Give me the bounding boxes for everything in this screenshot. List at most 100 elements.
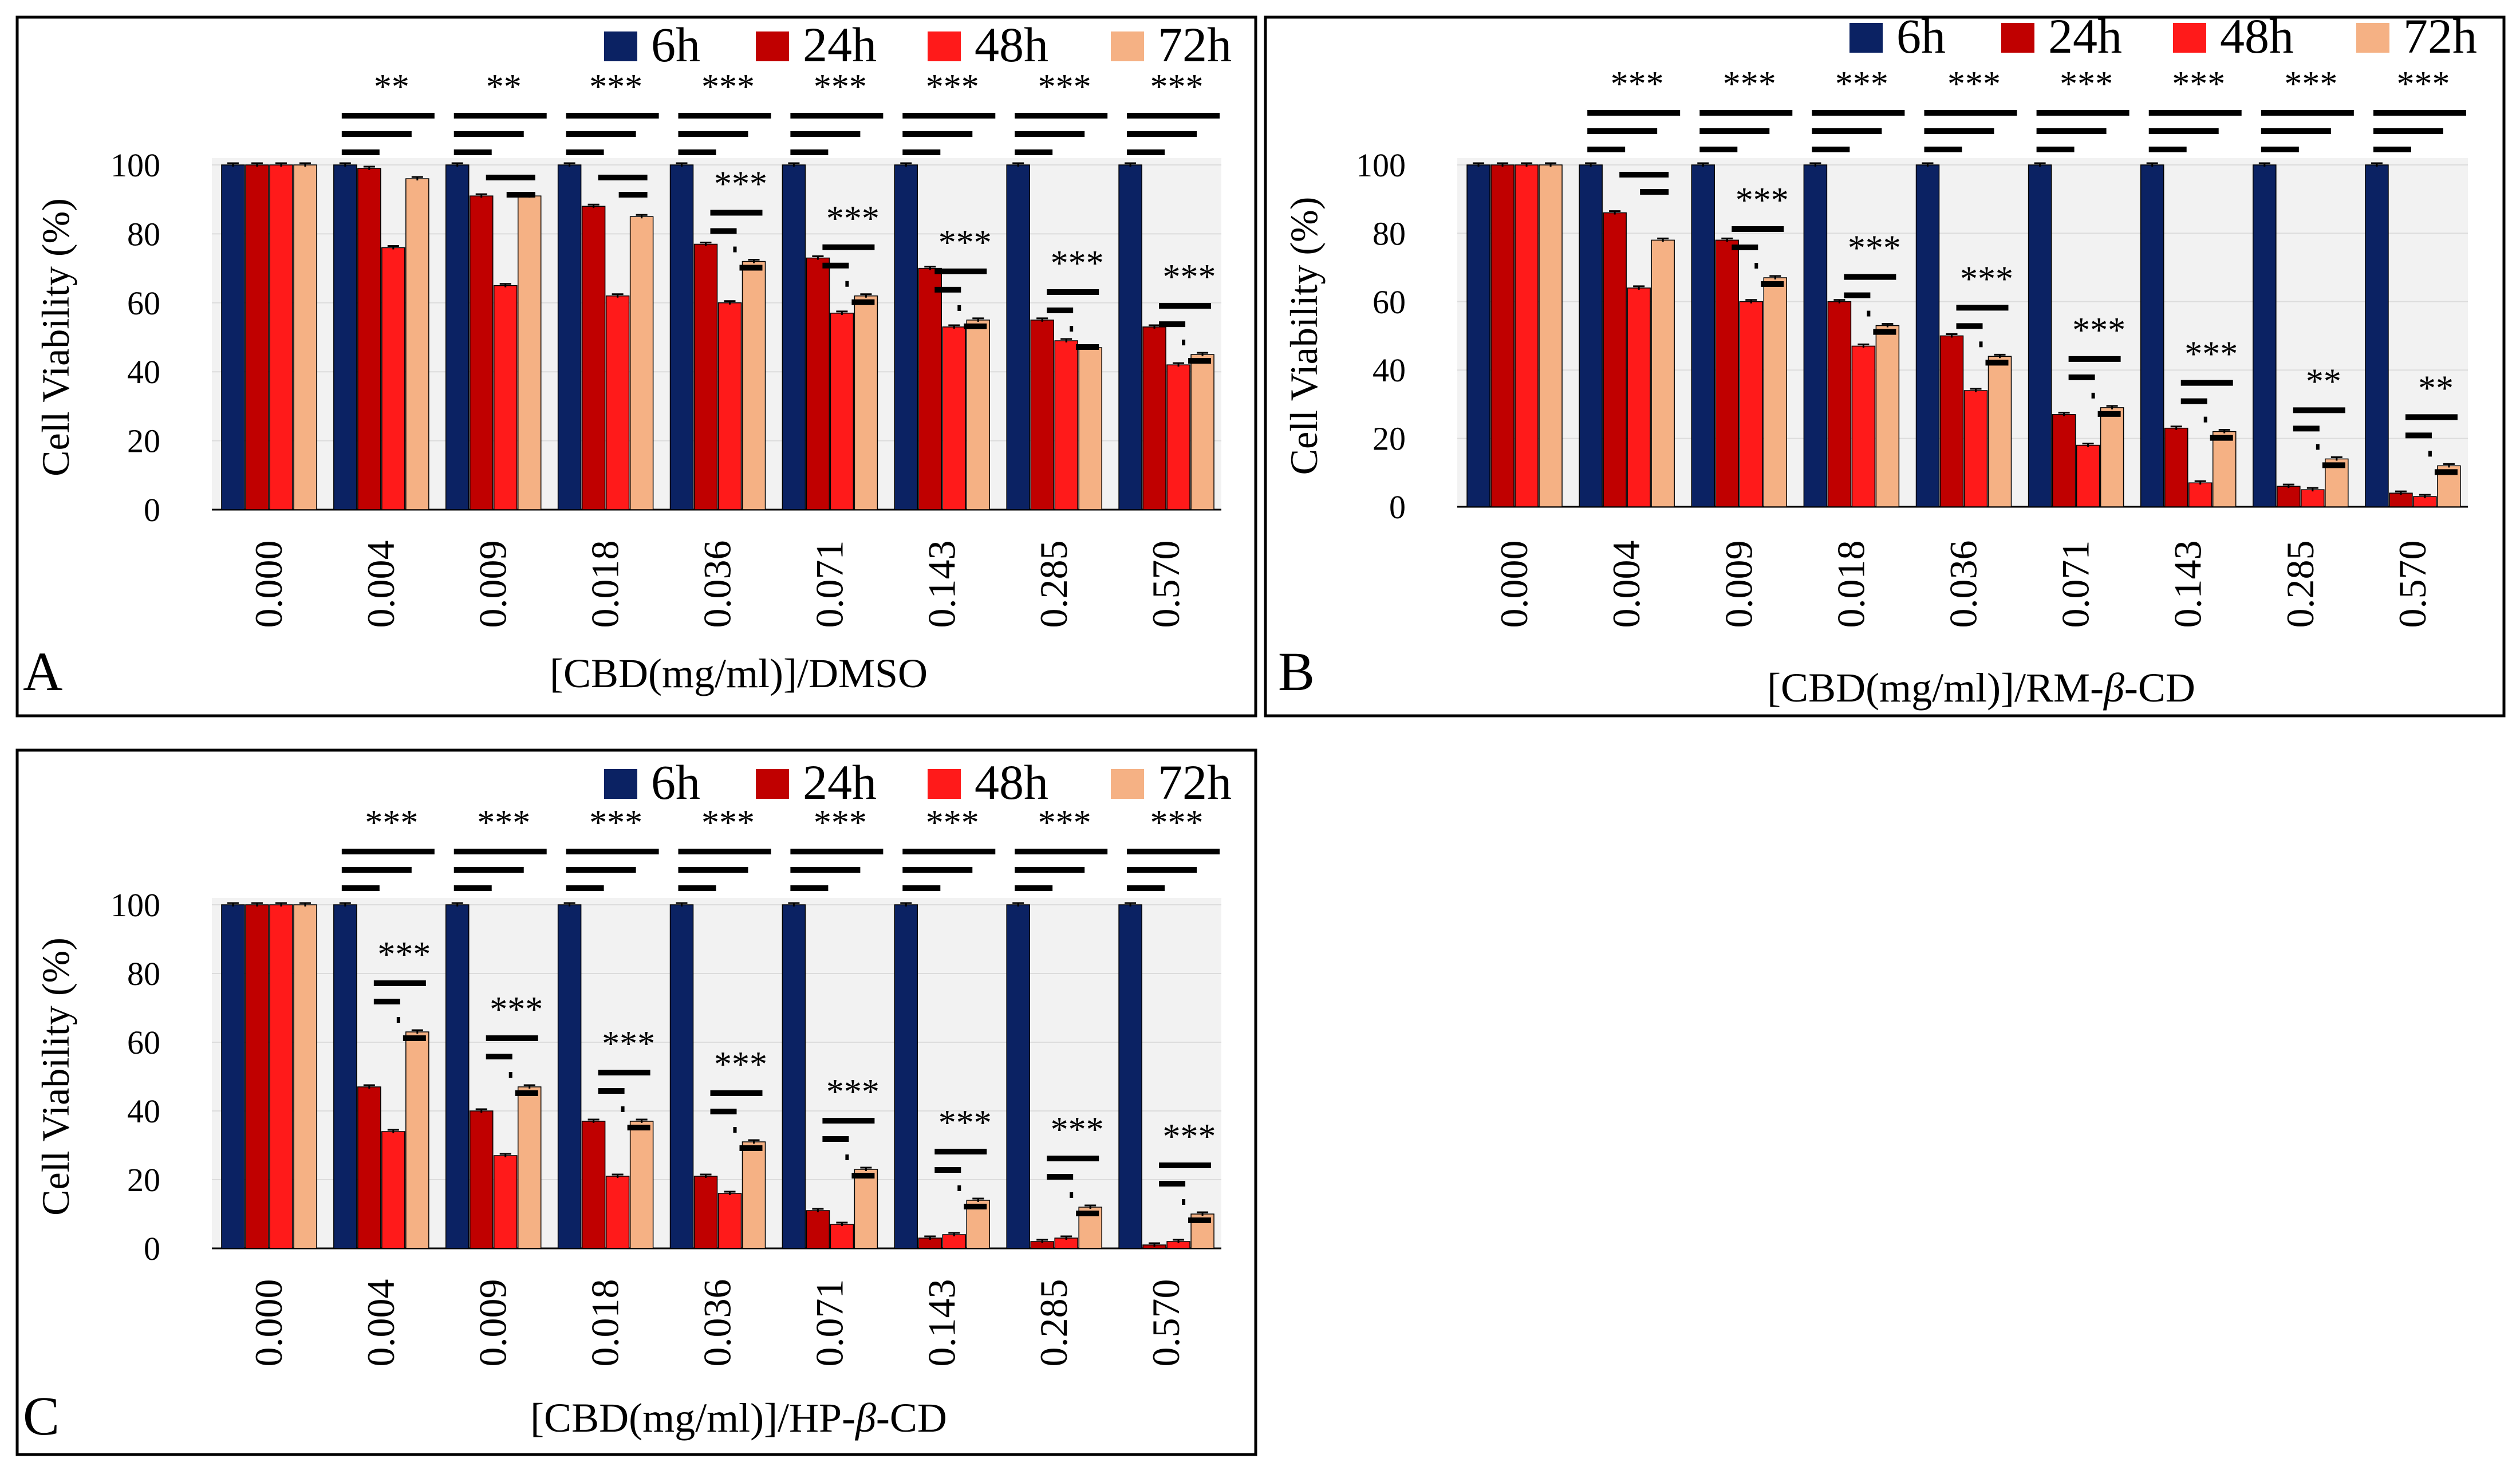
bar-24h-0.036 [693, 1176, 718, 1249]
bar-group-0.570: *** *** [1118, 68, 1220, 510]
bar-72h-0.004 [1651, 239, 1675, 507]
bar-24h-0.004 [357, 1086, 381, 1249]
significance-label: *** [814, 803, 867, 842]
bar-24h-0.009 [1715, 239, 1740, 507]
legend-label-24h: 24h [803, 17, 877, 72]
bar-group-0.036: *** *** [669, 68, 771, 510]
bar-6h-0.036 [669, 164, 694, 510]
bar-72h-0.000 [1539, 164, 1563, 507]
bar-6h-0.285 [1006, 164, 1030, 510]
legend-swatch-24h [2001, 23, 2034, 53]
bar-72h-0.018 [629, 1121, 654, 1249]
significance-label: *** [1960, 259, 2013, 298]
x-tick-label: 0.285 [1032, 1279, 1075, 1367]
panel-a: 0 20 40 60 80 100 Cell Viability (%) 0.000 ** 0.0… [15, 15, 1257, 718]
significance-label: *** [701, 68, 755, 107]
bar-6h-0.009 [445, 904, 470, 1249]
x-tick-label: 0.009 [1717, 541, 1760, 628]
x-axis-label: [CBD(mg/ml)]/RM-β-CD [1767, 665, 2195, 711]
x-axis-label: [CBD(mg/ml)]/DMSO [550, 651, 928, 696]
bar-72h-0.000 [293, 164, 317, 510]
legend-swatch-48h [928, 769, 961, 799]
bar-group-0.018: *** *** [1803, 65, 1905, 507]
bar-72h-0.018 [1875, 325, 1900, 507]
legend: 6h 24h 48h 72h [604, 17, 1232, 72]
bar-48h-0.000 [269, 904, 293, 1249]
bar-72h-0.143 [2212, 431, 2237, 507]
bar-6h-0.009 [1691, 164, 1716, 507]
x-axis-label-part: -CD [2124, 665, 2195, 711]
bar-24h-0.143 [918, 267, 942, 510]
y-tick-label: 100 [111, 147, 160, 184]
bar-group-0.009: *** *** [1691, 65, 1793, 507]
bar-48h-0.036 [717, 1193, 742, 1249]
x-tick-label: 0.004 [359, 541, 403, 628]
significance-label: *** [1051, 1110, 1104, 1149]
bar-6h-0.000 [221, 164, 245, 510]
y-tick-label: 0 [144, 1230, 160, 1267]
bar-48h-0.143 [942, 326, 967, 510]
bar-48h-0.143 [942, 1234, 967, 1249]
bar-24h-0.009 [469, 1110, 494, 1249]
bar-6h-0.570 [2365, 164, 2389, 507]
bar-24h-0.036 [693, 243, 718, 510]
bar-group-0.285: ***** [2253, 65, 2354, 507]
bar-6h-0.036 [1915, 164, 1940, 507]
legend-swatch-6h [1849, 23, 1883, 53]
bar-group-0.570: ***** [2365, 65, 2466, 507]
bar-6h-0.570 [1118, 164, 1142, 510]
legend-label-6h: 6h [1896, 9, 1946, 64]
significance-label: *** [826, 199, 880, 238]
legend-label-72h: 72h [2403, 9, 2477, 64]
bar-group-0.285: *** *** [1006, 68, 1108, 510]
bar-group-0.004: *** *** [333, 803, 435, 1249]
bar-group-0.071: *** *** [2028, 65, 2129, 507]
x-tick-label: 0.570 [1144, 1279, 1188, 1367]
legend-label-48h: 48h [2220, 9, 2294, 64]
bar-72h-0.036 [742, 261, 766, 510]
legend-label-72h: 72h [1158, 17, 1232, 72]
significance-label: *** [602, 1024, 655, 1063]
y-tick-label: 0 [1389, 488, 1406, 526]
significance-label: *** [1038, 803, 1091, 842]
legend-label-6h: 6h [651, 17, 700, 72]
significance-label: ** [486, 68, 522, 107]
bar-24h-0.071 [806, 257, 830, 510]
bar-48h-0.285 [1054, 340, 1078, 510]
bar-group-0.000 [1466, 162, 1563, 507]
significance-label: *** [1611, 65, 1664, 104]
bar-6h-0.285 [1006, 904, 1030, 1249]
bar-group-0.018: *** *** [557, 803, 659, 1249]
legend-swatch-24h [756, 769, 789, 799]
legend-label-6h: 6h [651, 755, 700, 810]
significance-label: *** [377, 935, 431, 974]
legend: 6h 24h 48h 72h [604, 755, 1232, 810]
x-tick-label: 0.071 [807, 541, 851, 628]
significance-label: *** [1163, 1117, 1216, 1156]
x-tick-label: 0.018 [583, 541, 627, 628]
bar-72h-0.570 [1190, 354, 1214, 510]
significance-label: *** [589, 803, 642, 842]
bar-24h-0.018 [1827, 301, 1852, 507]
y-tick-label: 60 [127, 1024, 160, 1061]
bar-group-0.000 [221, 902, 317, 1249]
significance-label: *** [1150, 803, 1204, 842]
bar-6h-0.071 [2028, 164, 2052, 507]
significance-label: *** [938, 1103, 992, 1142]
bar-48h-0.000 [1515, 164, 1539, 507]
bar-48h-0.071 [2076, 444, 2100, 507]
legend-label-24h: 24h [2048, 9, 2122, 64]
x-tick-label: 0.143 [920, 541, 963, 628]
legend-label-24h: 24h [803, 755, 877, 810]
y-axis-label: Cell Viability (%) [1282, 197, 1326, 475]
legend-swatch-72h [1111, 769, 1144, 799]
bar-72h-0.018 [629, 216, 654, 510]
bar-group-0.071: *** *** [782, 803, 884, 1249]
x-tick-label: 0.285 [1032, 541, 1075, 628]
bar-48h-0.143 [2188, 482, 2213, 507]
significance-label: *** [2072, 311, 2125, 350]
significance-label: ** [2418, 369, 2454, 408]
x-axis-label-part: -CD [876, 1395, 947, 1441]
bar-group-0.004: ** [333, 68, 435, 510]
significance-label: *** [938, 223, 992, 262]
